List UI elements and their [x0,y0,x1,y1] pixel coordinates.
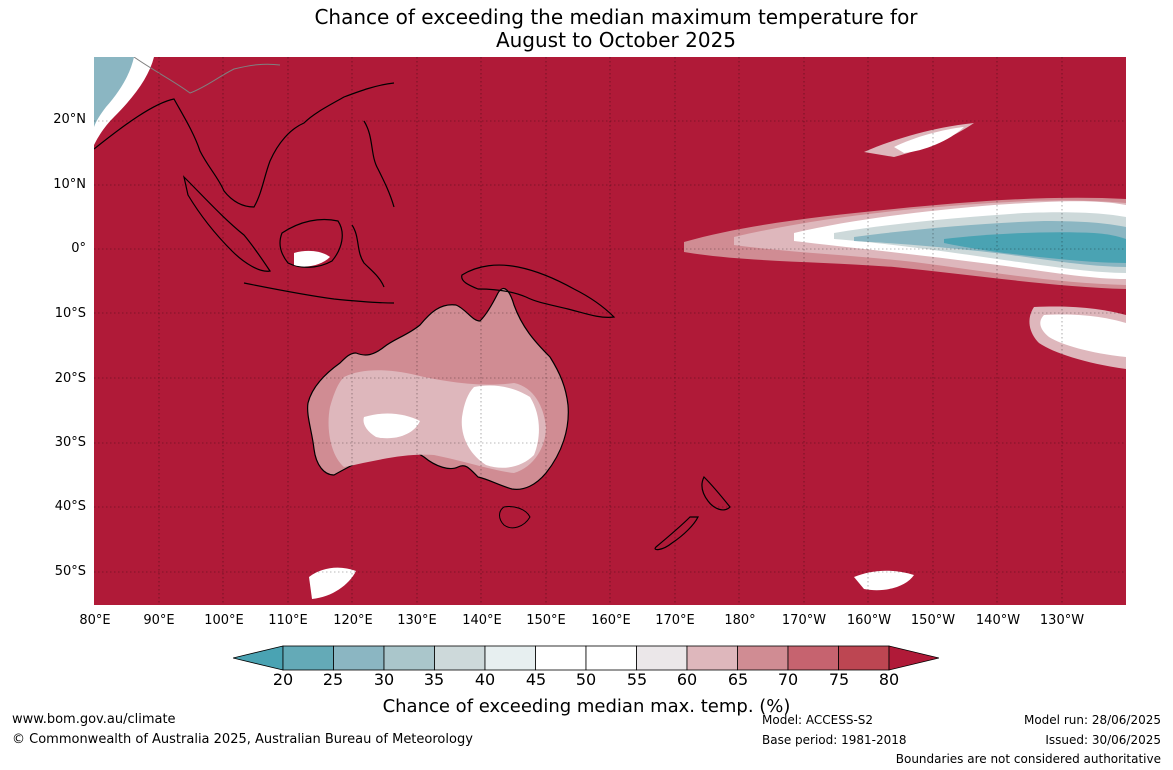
colorbar-tick-label: 60 [676,670,698,689]
lon-label: 90°E [143,613,175,628]
australia-landmass [307,288,569,529]
new-guinea-outline [461,264,616,318]
colorbar-extend-high [888,645,939,671]
lon-label: 180° [724,613,756,628]
lon-label: 160°E [591,613,631,628]
lon-label: 130°W [1039,613,1085,628]
colorbar-segment [838,645,890,671]
colorbar-segment [585,645,637,671]
colorbar-segment [737,645,789,671]
pacific-anomaly-band [684,123,1126,369]
lat-label: 30°S [54,435,86,450]
colorbar-label: Chance of exceeding median max. temp. (%… [382,696,791,717]
colorbar-tick-label: 75 [828,670,850,689]
colorbar [233,645,939,671]
base-period: Base period: 1981-2018 [762,733,907,747]
sumatra-outline [182,175,271,272]
southern-patch-2 [854,570,914,591]
warm-background [94,57,1126,605]
lon-label: 150°W [910,613,956,628]
colorbar-segment [484,645,536,671]
website-link[interactable]: www.bom.gov.au/climate [12,712,176,727]
lat-label: 10°S [54,306,86,321]
lat-label: 40°S [54,499,86,514]
nz-north-island [701,475,731,511]
lat-label: 50°S [54,564,86,579]
colorbar-tick-label: 45 [525,670,547,689]
lat-label: 20°N [53,112,86,127]
lon-label: 130°E [397,613,437,628]
boundaries-disclaimer: Boundaries are not considered authoritat… [895,752,1161,766]
colorbar-tick-label: 35 [423,670,445,689]
colorbar-segment [383,645,435,671]
colorbar-tick-label: 30 [373,670,395,689]
lon-label: 160°W [846,613,892,628]
lat-label: 0° [71,241,86,256]
lon-label: 170°E [655,613,695,628]
colorbar-segment [787,645,839,671]
colorbar-segment [686,645,738,671]
colorbar-tick-label: 55 [626,670,648,689]
colorbar-tick-label: 50 [575,670,597,689]
map-canvas [94,57,1126,605]
lat-label: 20°S [54,371,86,386]
colorbar-tick-label: 20 [272,670,294,689]
colorbar-segment [333,645,385,671]
model-name: Model: ACCESS-S2 [762,713,874,727]
copyright-notice: © Commonwealth of Australia 2025, Austra… [12,732,473,747]
sulawesi-outline [351,224,385,288]
lon-label: 110°E [268,613,308,628]
asia-coastline [94,82,395,208]
colorbar-tick-label: 25 [322,670,344,689]
lat-label: 10°N [53,177,86,192]
borneo-cool-patch [294,250,330,267]
colorbar-segment [282,645,334,671]
issued-date: Issued: 30/06/2025 [1045,733,1161,747]
model-run-date: Model run: 28/06/2025 [1023,713,1161,727]
colorbar-tick-label: 65 [727,670,749,689]
colorbar-tick-label: 80 [878,670,900,689]
graticule [94,57,1126,605]
colorbar-tick-label: 70 [777,670,799,689]
lon-label: 140°W [975,613,1021,628]
forecast-map [94,57,1126,605]
lon-label: 100°E [204,613,244,628]
southern-patch-1 [309,567,356,599]
lon-label: 170°W [781,613,827,628]
lon-label: 80°E [79,613,111,628]
map-title-line-1: Chance of exceeding the median maximum t… [314,5,918,29]
cool-corner-blue [94,57,134,127]
colorbar-segment [636,645,688,671]
borneo-outline [279,218,343,268]
lon-label: 150°E [526,613,566,628]
java-outline [243,282,395,304]
lon-label: 120°E [333,613,373,628]
colorbar-tick-label: 40 [474,670,496,689]
nz-south-island [654,516,699,551]
asia-borders [133,57,281,94]
colorbar-segment [434,645,486,671]
colorbar-segment [535,645,587,671]
philippines-outline [363,120,395,208]
colorbar-extend-low [233,645,284,671]
map-title-line-2: August to October 2025 [495,28,737,52]
lon-label: 140°E [462,613,502,628]
